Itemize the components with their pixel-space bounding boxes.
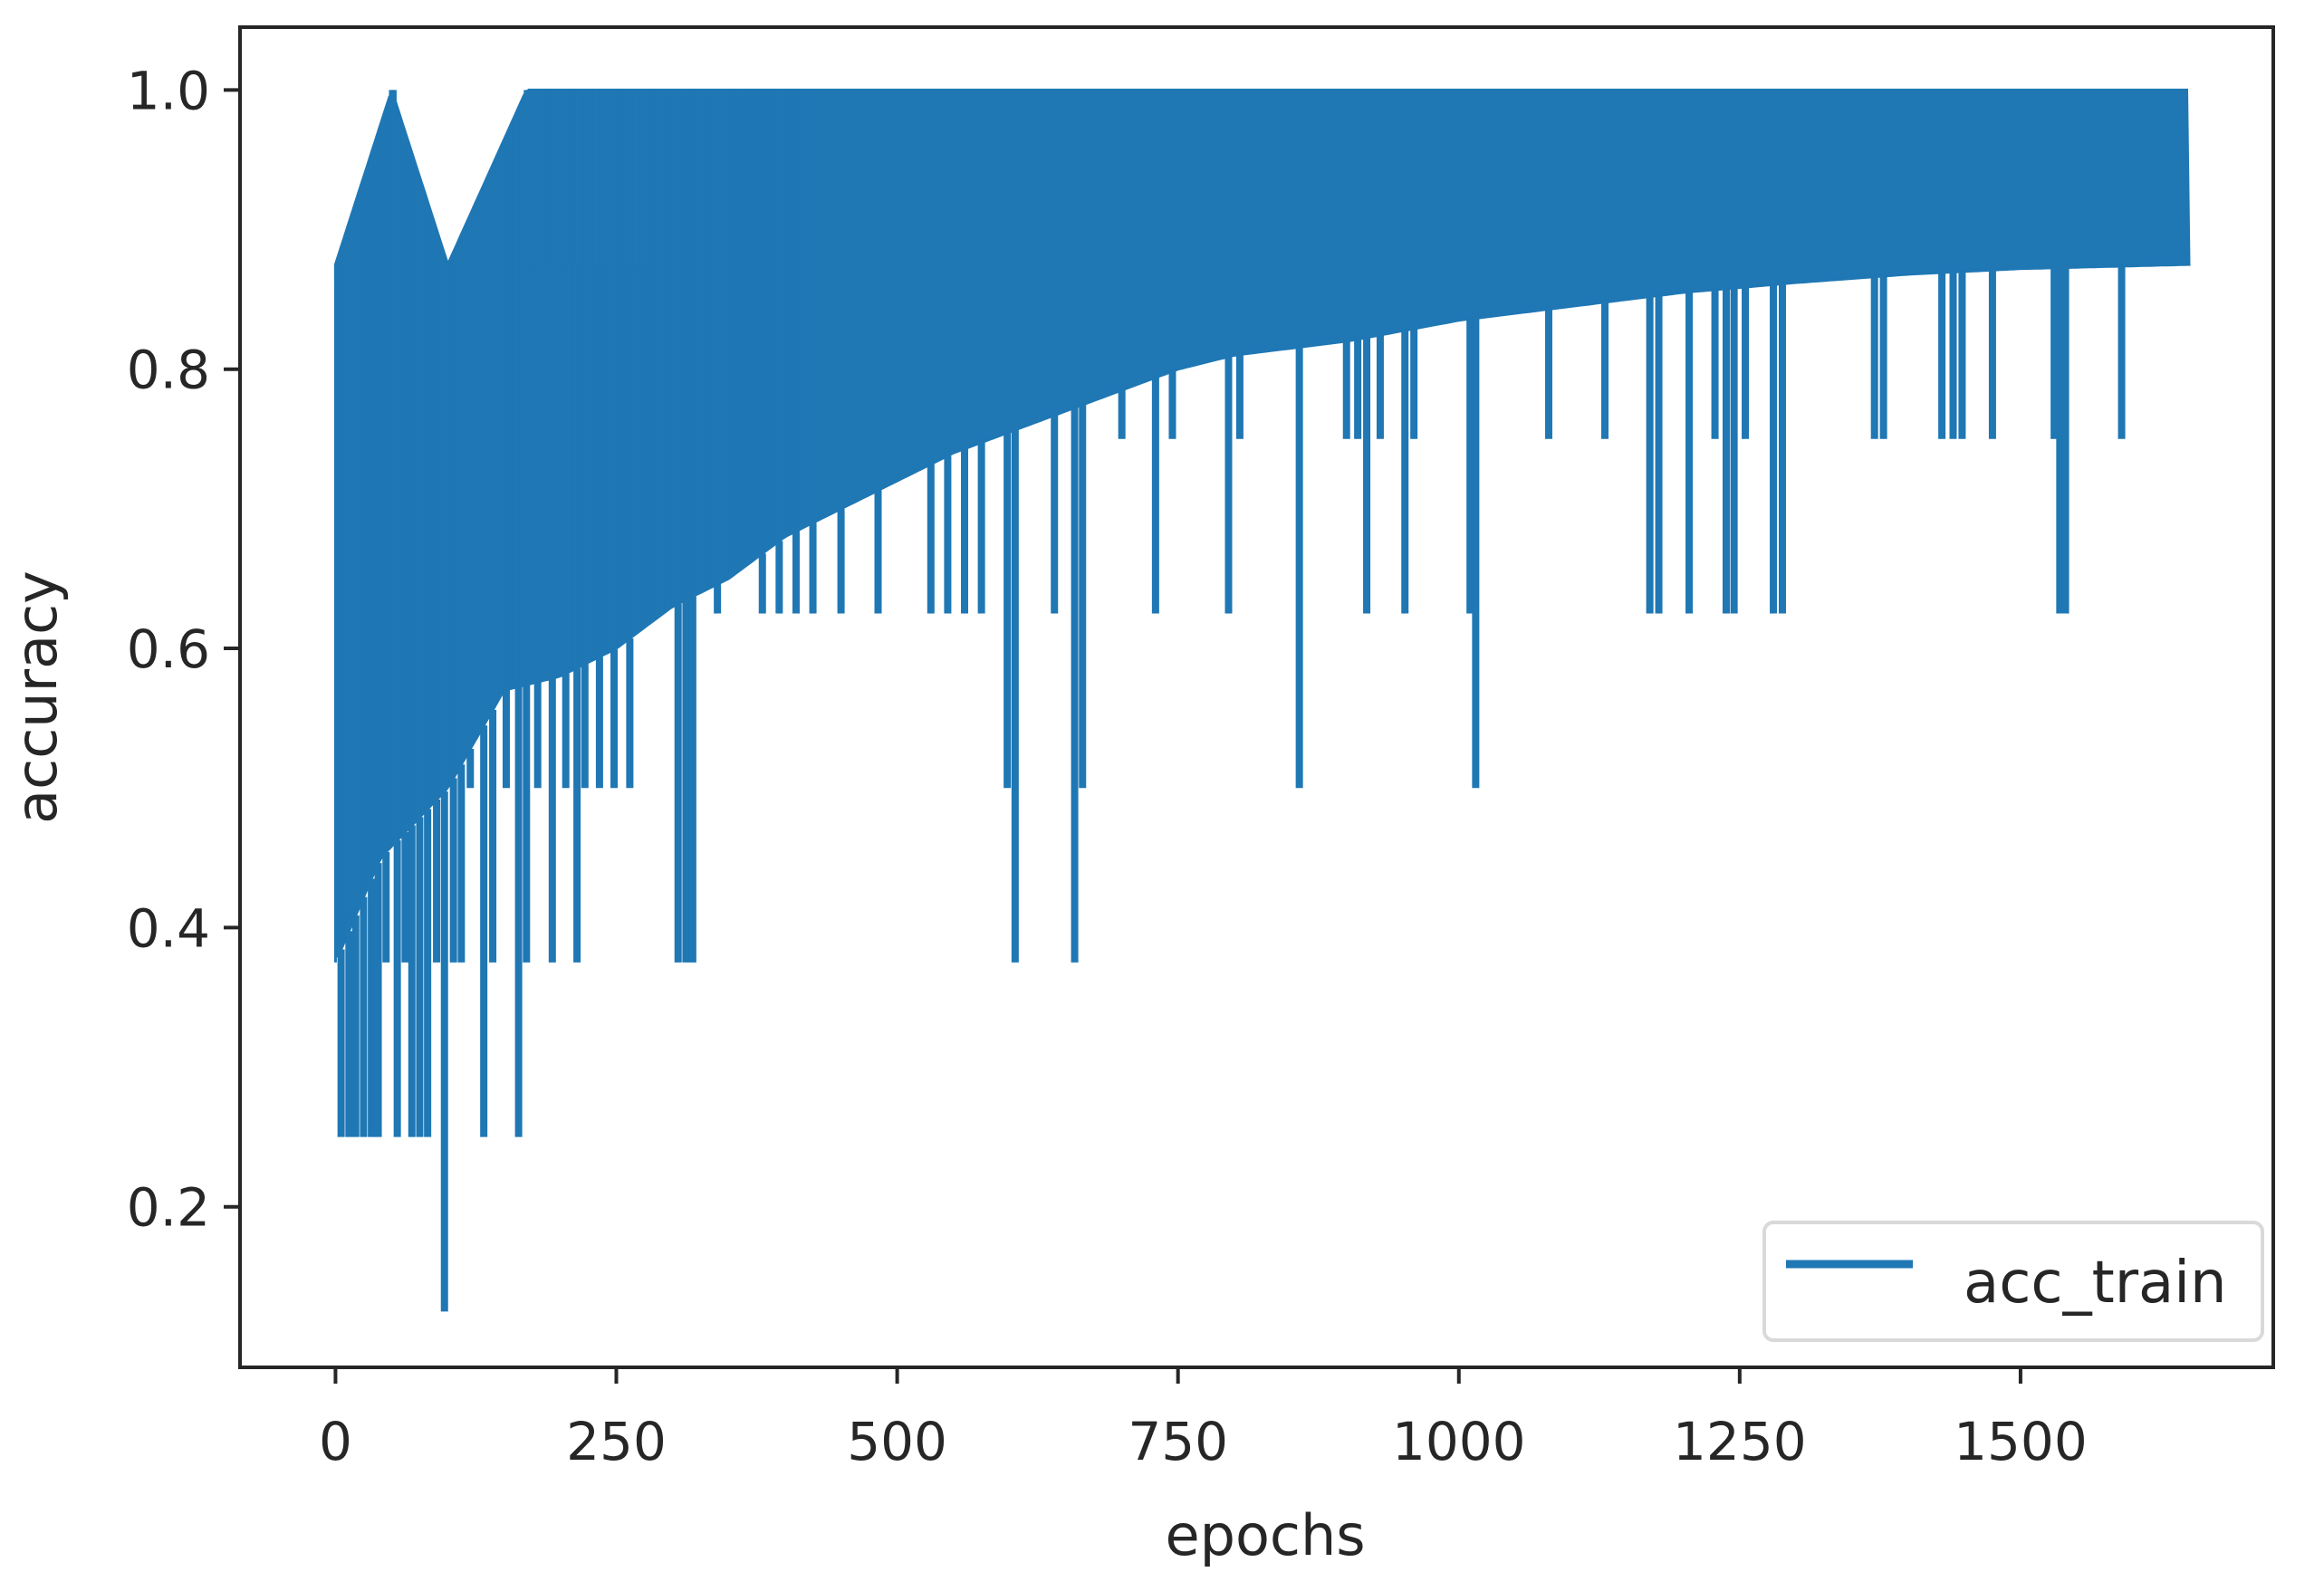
x-axis: 0 250 500 750 1000 1250 1500 bbox=[319, 1367, 2088, 1472]
x-tick-label: 0 bbox=[319, 1411, 352, 1472]
x-tick-label: 500 bbox=[847, 1411, 947, 1472]
y-tick-label: 0.4 bbox=[127, 897, 210, 959]
legend-label-acc-train: acc_train bbox=[1964, 1250, 2227, 1317]
x-axis-title: epochs bbox=[1165, 1502, 1365, 1568]
legend: acc_train bbox=[1762, 1221, 2264, 1342]
y-tick-label: 0.6 bbox=[127, 618, 210, 680]
y-tick-label: 0.8 bbox=[127, 340, 210, 401]
y-tick-label: 1.0 bbox=[127, 60, 210, 121]
x-tick-label: 250 bbox=[566, 1411, 667, 1472]
x-tick-label: 1500 bbox=[1954, 1411, 2088, 1472]
y-axis: 0.2 0.4 0.6 0.8 1.0 bbox=[127, 60, 240, 1239]
axes-frame bbox=[238, 25, 2275, 1369]
x-tick-label: 1000 bbox=[1392, 1411, 1526, 1472]
legend-box bbox=[1762, 1221, 2264, 1342]
y-axis-title: accuracy bbox=[4, 570, 70, 824]
series-acc-train bbox=[333, 88, 2191, 1312]
series-band-acc-train bbox=[333, 88, 2191, 958]
x-tick-label: 750 bbox=[1128, 1411, 1228, 1472]
y-tick-label: 0.2 bbox=[127, 1177, 210, 1239]
x-tick-label: 1250 bbox=[1673, 1411, 1807, 1472]
